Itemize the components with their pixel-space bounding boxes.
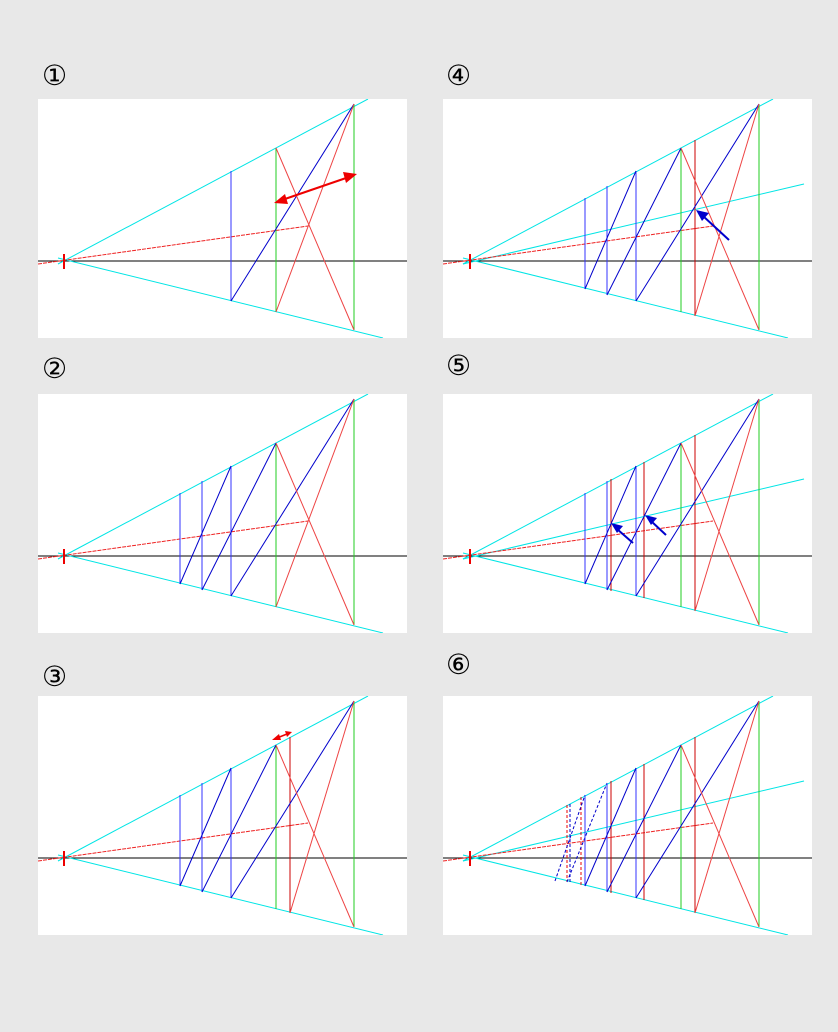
vanishing-line-red	[443, 520, 714, 560]
diagonal-line-red	[680, 147, 760, 331]
diagram-panel-6	[443, 696, 812, 935]
perspective-line-top	[462, 696, 774, 862]
perspective-line-top	[57, 696, 369, 862]
perspective-line-top	[462, 99, 774, 265]
double-arrow-red	[274, 172, 357, 204]
diagonal-line-red	[275, 398, 355, 608]
diagonal-line-blue	[584, 170, 637, 290]
perspective-line-bottom	[462, 854, 789, 935]
diagonal-line-blue	[584, 767, 637, 887]
diagram-panel-2	[38, 394, 407, 633]
perspective-line-bottom	[462, 257, 789, 338]
vanishing-line-red	[443, 822, 714, 862]
diagonal-line-blue	[606, 147, 682, 296]
diagonal-line-red	[680, 744, 760, 928]
perspective-line-middle	[462, 780, 805, 862]
arrow-blue	[696, 210, 730, 241]
perspective-line-bottom	[57, 854, 384, 935]
perspective-diagram-6	[443, 696, 812, 935]
vanishing-line-red	[38, 520, 309, 560]
step-label-5: ⑤	[446, 349, 472, 382]
perspective-diagram-2	[38, 394, 407, 633]
diagonal-line-blue	[201, 744, 277, 893]
diagonal-line-red	[275, 744, 355, 928]
diagonal-line-blue	[606, 442, 682, 591]
diagonal-line-red	[275, 103, 355, 313]
step-label-2: ②	[42, 352, 68, 385]
arrow-blue	[611, 523, 634, 544]
step-label-4: ④	[446, 59, 472, 92]
perspective-diagram-4	[443, 99, 812, 338]
step-label-3: ③	[42, 660, 68, 693]
diagonal-line-blue	[201, 442, 277, 591]
diagram-panel-5	[443, 394, 812, 633]
dashed-diagonal-blue	[554, 794, 586, 882]
perspective-line-middle	[462, 183, 805, 265]
diagonal-line-blue	[635, 398, 760, 597]
diagram-panel-1	[38, 99, 407, 338]
perspective-diagram-3	[38, 696, 407, 935]
step-label-1: ①	[42, 59, 68, 92]
diagonal-line-red	[275, 147, 355, 331]
diagonal-line-blue	[635, 103, 760, 302]
diagonal-line-blue	[230, 700, 355, 899]
diagonal-line-blue	[230, 103, 355, 302]
diagonal-line-blue	[606, 744, 682, 893]
diagonal-line-red	[275, 442, 355, 626]
vanishing-line-red	[38, 822, 309, 862]
diagonal-line-red	[680, 442, 760, 626]
diagonal-line-blue	[179, 767, 232, 887]
vanishing-line-red	[38, 225, 309, 265]
diagonal-line-blue	[635, 700, 760, 899]
step-label-6: ⑥	[446, 648, 472, 681]
diagonal-line-blue	[584, 465, 637, 585]
perspective-line-top	[57, 99, 369, 265]
perspective-line-top	[57, 394, 369, 560]
diagram-panel-4	[443, 99, 812, 338]
diagonal-line-blue	[179, 465, 232, 585]
double-arrow-red-small	[272, 731, 292, 740]
vanishing-line-red	[443, 225, 714, 265]
perspective-diagram-5	[443, 394, 812, 633]
perspective-line-bottom	[57, 552, 384, 633]
diagonal-line-blue	[230, 398, 355, 597]
perspective-line-bottom	[462, 552, 789, 633]
diagonal-line-red	[289, 700, 355, 914]
diagonal-line-red	[694, 398, 760, 612]
perspective-line-bottom	[57, 257, 384, 338]
diagonal-line-red	[694, 700, 760, 914]
arrow-blue	[645, 515, 667, 536]
perspective-diagram-1	[38, 99, 407, 338]
dashed-diagonal-blue	[566, 782, 608, 883]
perspective-line-top	[462, 394, 774, 560]
perspective-line-middle	[462, 478, 805, 560]
diagonal-line-red	[694, 103, 760, 317]
diagram-panel-3	[38, 696, 407, 935]
